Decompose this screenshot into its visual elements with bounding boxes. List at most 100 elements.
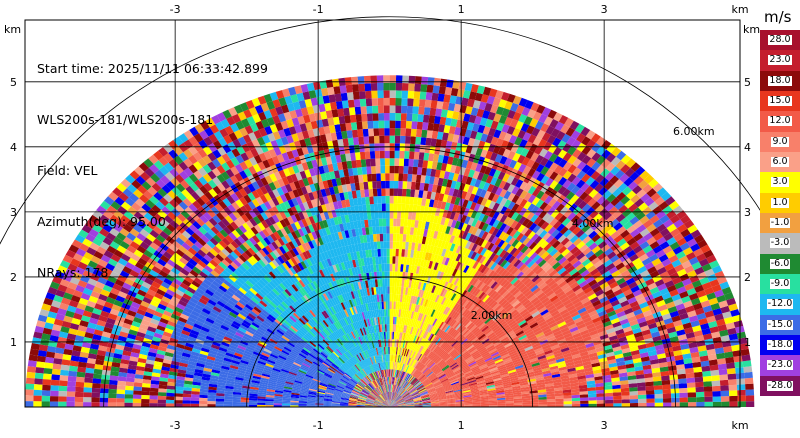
velocity-cell xyxy=(417,362,423,370)
velocity-cell xyxy=(687,387,696,393)
velocity-cell xyxy=(401,324,405,333)
velocity-cell xyxy=(411,378,418,385)
velocity-cell xyxy=(395,113,402,121)
velocity-cell xyxy=(392,263,396,272)
velocity-cell xyxy=(402,264,407,273)
velocity-cell xyxy=(576,369,585,374)
velocity-cell xyxy=(401,302,404,310)
velocity-cell xyxy=(430,398,439,401)
velocity-cell xyxy=(618,372,628,378)
velocity-cell xyxy=(625,158,636,168)
velocity-cell xyxy=(575,304,585,311)
velocity-cell xyxy=(593,260,604,269)
velocity-cell xyxy=(491,372,500,377)
velocity-cell xyxy=(373,120,379,129)
velocity-cell xyxy=(366,166,372,175)
velocity-cell xyxy=(388,331,390,340)
velocity-cell xyxy=(525,280,534,288)
velocity-cell xyxy=(484,241,492,250)
velocity-cell xyxy=(406,365,411,373)
velocity-cell xyxy=(347,137,354,146)
velocity-cell xyxy=(536,379,545,384)
velocity-cell xyxy=(623,307,634,315)
velocity-cell xyxy=(478,347,487,354)
velocity-cell xyxy=(435,286,441,295)
velocity-cell xyxy=(387,392,389,400)
velocity-cell xyxy=(527,194,536,204)
velocity-cell xyxy=(731,314,742,323)
velocity-cell xyxy=(476,380,486,384)
velocity-cell xyxy=(676,286,687,294)
velocity-cell xyxy=(611,381,621,386)
velocity-cell xyxy=(347,229,353,238)
velocity-cell xyxy=(482,315,491,323)
velocity-cell xyxy=(456,174,464,183)
velocity-cell xyxy=(554,121,565,131)
velocity-cell xyxy=(571,329,580,336)
velocity-cell xyxy=(480,366,489,372)
velocity-cell xyxy=(625,311,636,319)
velocity-cell xyxy=(724,351,734,359)
velocity-cell xyxy=(363,296,368,304)
velocity-cell xyxy=(400,286,404,295)
velocity-cell xyxy=(563,392,572,396)
velocity-cell xyxy=(493,327,502,334)
velocity-cell xyxy=(716,352,726,360)
velocity-cell xyxy=(613,395,622,400)
velocity-cell xyxy=(405,241,409,250)
velocity-cell xyxy=(402,381,408,388)
velocity-cell xyxy=(382,218,387,227)
velocity-cell xyxy=(357,167,363,176)
velocity-cell xyxy=(517,371,526,376)
velocity-cell xyxy=(399,388,404,395)
velocity-cell xyxy=(527,109,537,119)
velocity-cell xyxy=(559,324,568,331)
velocity-cell xyxy=(524,289,533,298)
velocity-cell xyxy=(551,240,561,249)
velocity-cell xyxy=(485,358,494,364)
velocity-cell xyxy=(468,242,475,251)
velocity-cell xyxy=(419,375,427,382)
velocity-cell xyxy=(414,402,423,404)
velocity-cell xyxy=(435,370,443,376)
velocity-cell xyxy=(601,149,612,159)
velocity-cell xyxy=(393,361,395,370)
velocity-cell xyxy=(453,342,461,349)
velocity-cell xyxy=(476,359,485,365)
velocity-cell xyxy=(729,395,738,402)
velocity-cell xyxy=(513,161,522,171)
velocity-cell xyxy=(383,377,386,385)
velocity-cell xyxy=(518,263,527,272)
velocity-cell xyxy=(406,181,412,190)
velocity-cell xyxy=(494,178,503,188)
velocity-cell xyxy=(358,205,364,213)
velocity-cell xyxy=(448,348,456,356)
velocity-cell xyxy=(474,228,482,237)
velocity-cell xyxy=(349,221,355,230)
velocity-cell xyxy=(389,405,398,407)
velocity-cell xyxy=(404,211,409,220)
velocity-cell xyxy=(393,180,399,189)
velocity-cell xyxy=(383,324,386,332)
velocity-cell xyxy=(635,370,644,376)
velocity-cell xyxy=(539,157,549,167)
velocity-cell xyxy=(665,250,676,259)
velocity-cell xyxy=(418,374,425,381)
velocity-cell xyxy=(620,383,630,389)
velocity-cell xyxy=(345,122,352,131)
velocity-cell xyxy=(620,164,631,174)
velocity-cell xyxy=(391,331,393,340)
velocity-cell xyxy=(387,384,389,392)
velocity-cell xyxy=(452,252,459,261)
velocity-cell xyxy=(619,173,630,183)
velocity-cell xyxy=(395,395,402,402)
velocity-cell xyxy=(523,192,532,201)
velocity-cell xyxy=(385,301,388,310)
velocity-cell xyxy=(392,271,395,279)
velocity-cell xyxy=(396,397,403,403)
velocity-cell xyxy=(355,212,361,221)
velocity-cell xyxy=(362,128,369,137)
velocity-cell xyxy=(389,404,398,407)
velocity-cell xyxy=(444,298,451,307)
velocity-cell xyxy=(414,371,421,378)
